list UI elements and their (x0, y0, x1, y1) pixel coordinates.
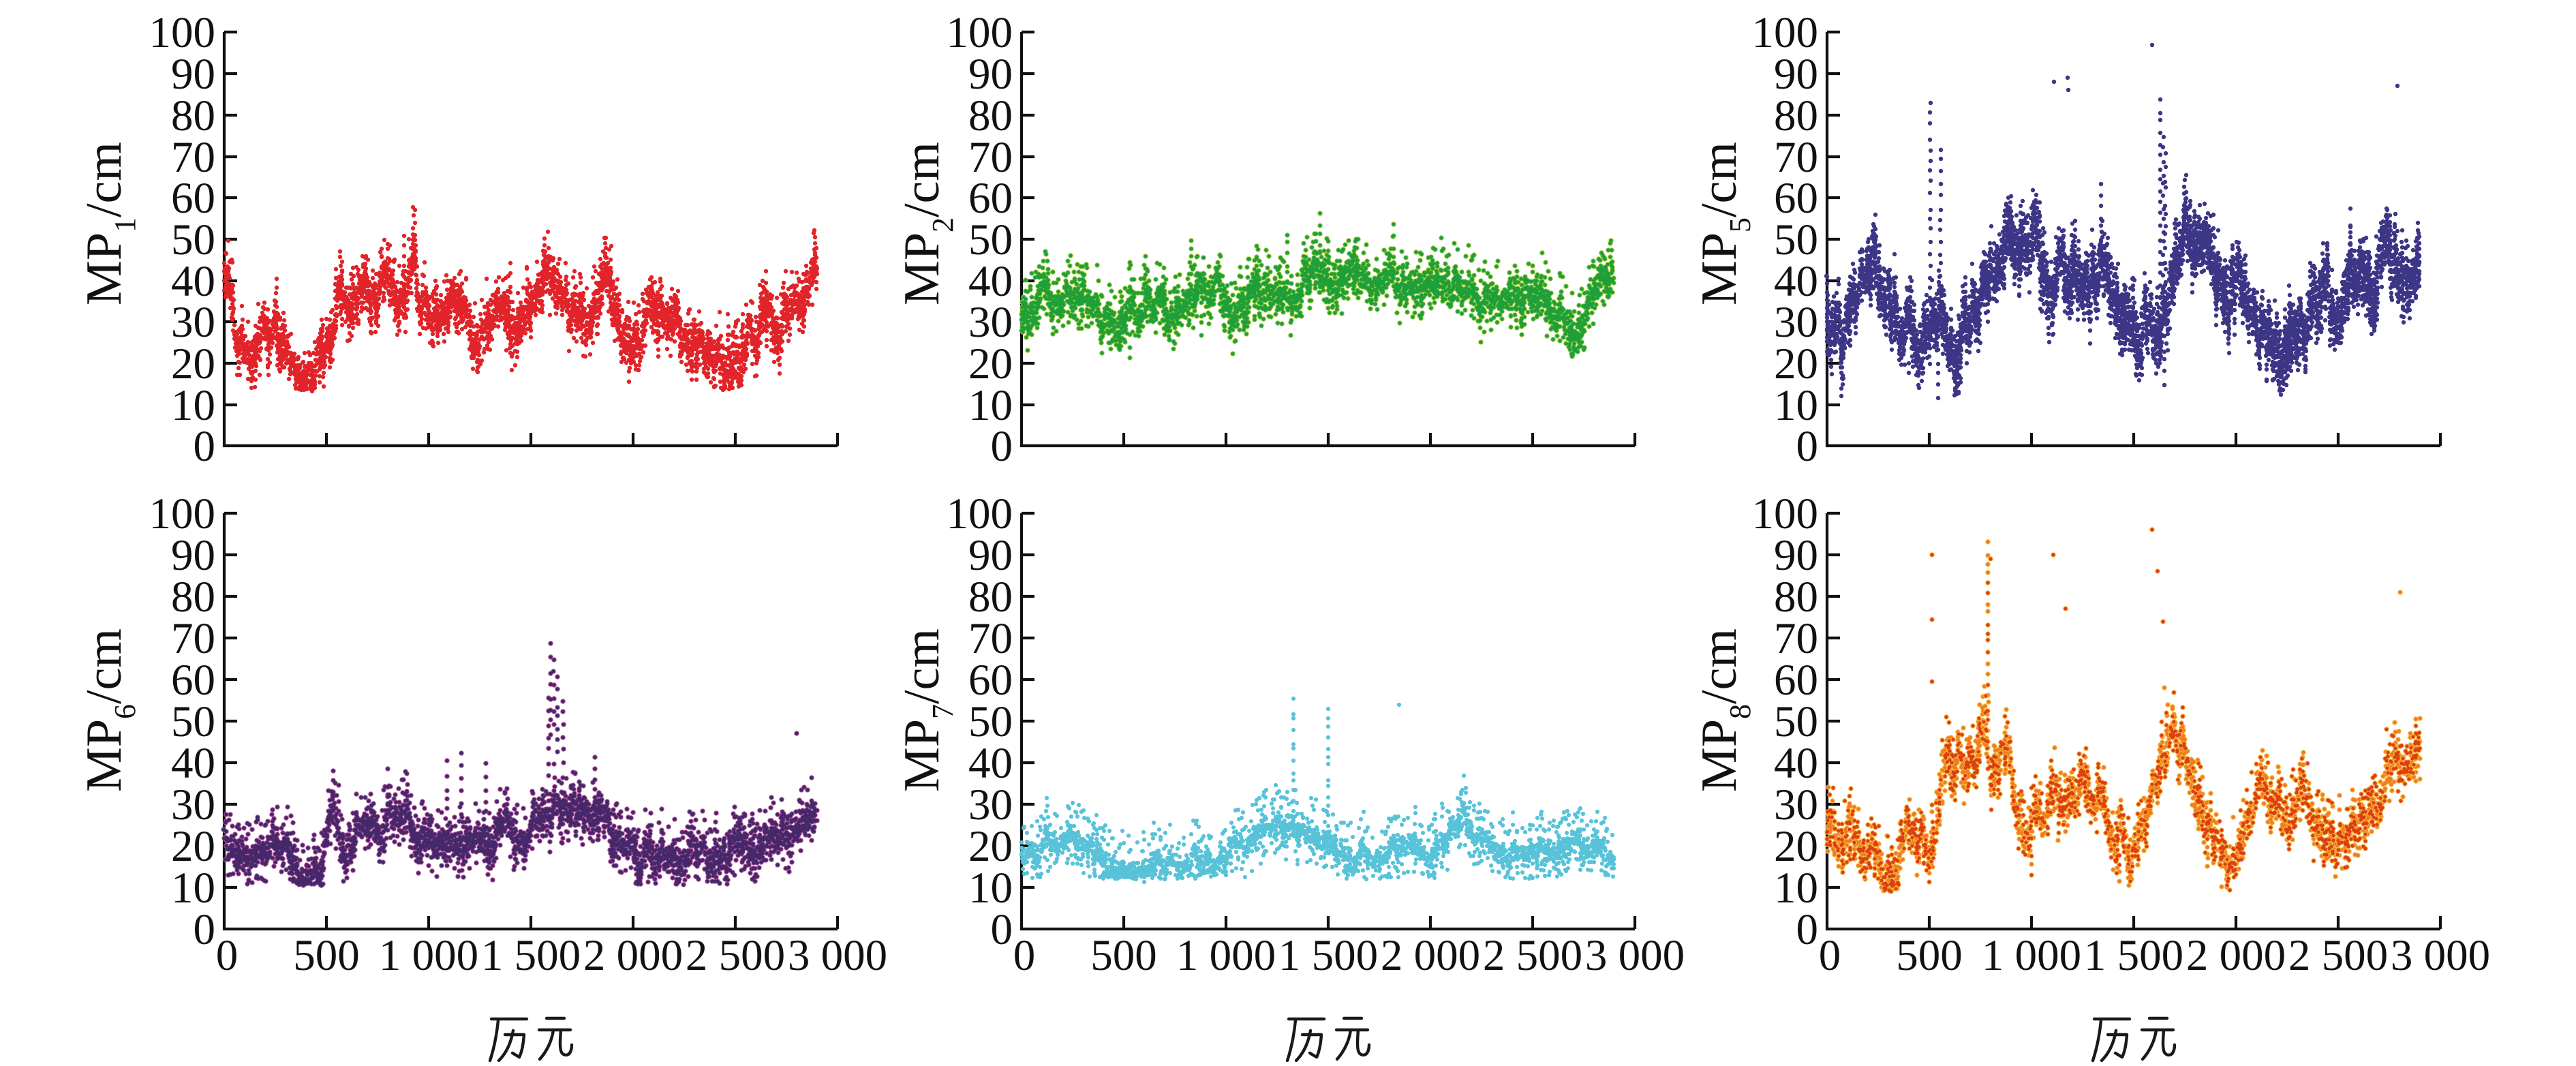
svg-text:40: 40 (171, 739, 215, 788)
svg-text:0: 0 (991, 905, 1013, 954)
svg-text:60: 60 (171, 656, 215, 705)
svg-text:20: 20 (171, 339, 215, 389)
svg-text:80: 80 (171, 91, 215, 140)
svg-text:100: 100 (149, 489, 216, 538)
svg-text:100: 100 (947, 489, 1013, 538)
svg-text:80: 80 (1774, 91, 1818, 140)
svg-text:1 000: 1 000 (379, 931, 478, 980)
svg-text:0: 0 (991, 422, 1013, 471)
svg-text:10: 10 (171, 381, 215, 430)
svg-text:20: 20 (1774, 339, 1818, 389)
svg-text:500: 500 (1090, 931, 1157, 980)
svg-text:30: 30 (1774, 298, 1818, 347)
svg-text:80: 80 (968, 573, 1013, 622)
svg-text:40: 40 (1774, 257, 1818, 306)
svg-text:70: 70 (968, 133, 1013, 182)
svg-text:0: 0 (1796, 422, 1819, 471)
svg-text:2 000: 2 000 (1381, 931, 1480, 980)
svg-text:70: 70 (968, 614, 1013, 663)
svg-text:40: 40 (1774, 739, 1818, 788)
svg-text:0: 0 (1796, 905, 1819, 954)
svg-text:50: 50 (968, 215, 1013, 264)
svg-text:90: 90 (968, 531, 1013, 580)
svg-text:70: 70 (1774, 133, 1818, 182)
svg-text:20: 20 (968, 339, 1013, 389)
svg-text:MP8/cm: MP8/cm (1691, 628, 1757, 792)
svg-text:1 000: 1 000 (1176, 931, 1276, 980)
svg-text:0: 0 (194, 422, 216, 471)
svg-text:50: 50 (1774, 697, 1818, 746)
svg-text:1 500: 1 500 (1278, 931, 1378, 980)
svg-text:20: 20 (171, 822, 215, 871)
svg-text:80: 80 (171, 573, 215, 622)
svg-text:40: 40 (968, 257, 1013, 306)
svg-text:30: 30 (968, 298, 1013, 347)
svg-text:90: 90 (171, 531, 215, 580)
svg-text:50: 50 (1774, 215, 1818, 264)
svg-text:30: 30 (171, 780, 215, 829)
svg-text:70: 70 (1774, 614, 1818, 663)
svg-text:3 000: 3 000 (1585, 931, 1685, 980)
svg-text:20: 20 (968, 822, 1013, 871)
svg-text:60: 60 (1774, 174, 1818, 223)
svg-text:2 500: 2 500 (1483, 931, 1582, 980)
svg-text:0: 0 (1819, 931, 1841, 980)
svg-text:10: 10 (968, 864, 1013, 913)
svg-text:2 000: 2 000 (2186, 931, 2286, 980)
svg-text:70: 70 (171, 614, 215, 663)
svg-text:50: 50 (171, 215, 215, 264)
svg-text:30: 30 (968, 780, 1013, 829)
svg-text:90: 90 (1774, 50, 1818, 99)
svg-text:60: 60 (968, 656, 1013, 705)
svg-text:50: 50 (171, 697, 215, 746)
svg-text:30: 30 (1774, 780, 1818, 829)
svg-text:0: 0 (216, 931, 239, 980)
svg-text:10: 10 (1774, 381, 1818, 430)
svg-text:0: 0 (194, 905, 216, 954)
svg-text:30: 30 (171, 298, 215, 347)
svg-text:1 500: 1 500 (481, 931, 581, 980)
svg-text:20: 20 (1774, 822, 1818, 871)
svg-text:90: 90 (968, 50, 1013, 99)
svg-text:1 500: 1 500 (2084, 931, 2183, 980)
svg-text:100: 100 (1752, 8, 1819, 57)
svg-text:1 000: 1 000 (1982, 931, 2081, 980)
svg-text:70: 70 (171, 133, 215, 182)
svg-text:10: 10 (171, 864, 215, 913)
svg-text:500: 500 (1896, 931, 1963, 980)
svg-text:0: 0 (1013, 931, 1036, 980)
svg-text:2 500: 2 500 (686, 931, 785, 980)
svg-text:100: 100 (1752, 489, 1819, 538)
svg-text:80: 80 (1774, 573, 1818, 622)
svg-text:10: 10 (1774, 864, 1818, 913)
svg-text:90: 90 (1774, 531, 1818, 580)
svg-text:100: 100 (947, 8, 1013, 57)
svg-text:10: 10 (968, 381, 1013, 430)
svg-text:500: 500 (293, 931, 360, 980)
svg-text:2 000: 2 000 (583, 931, 683, 980)
svg-text:60: 60 (1774, 656, 1818, 705)
svg-text:60: 60 (968, 174, 1013, 223)
svg-text:40: 40 (171, 257, 215, 306)
svg-text:60: 60 (171, 174, 215, 223)
svg-text:3 000: 3 000 (788, 931, 887, 980)
svg-text:3 000: 3 000 (2391, 931, 2490, 980)
svg-text:40: 40 (968, 739, 1013, 788)
svg-text:90: 90 (171, 50, 215, 99)
svg-text:50: 50 (968, 697, 1013, 746)
svg-text:80: 80 (968, 91, 1013, 140)
svg-text:100: 100 (149, 8, 216, 57)
svg-text:2 500: 2 500 (2288, 931, 2388, 980)
